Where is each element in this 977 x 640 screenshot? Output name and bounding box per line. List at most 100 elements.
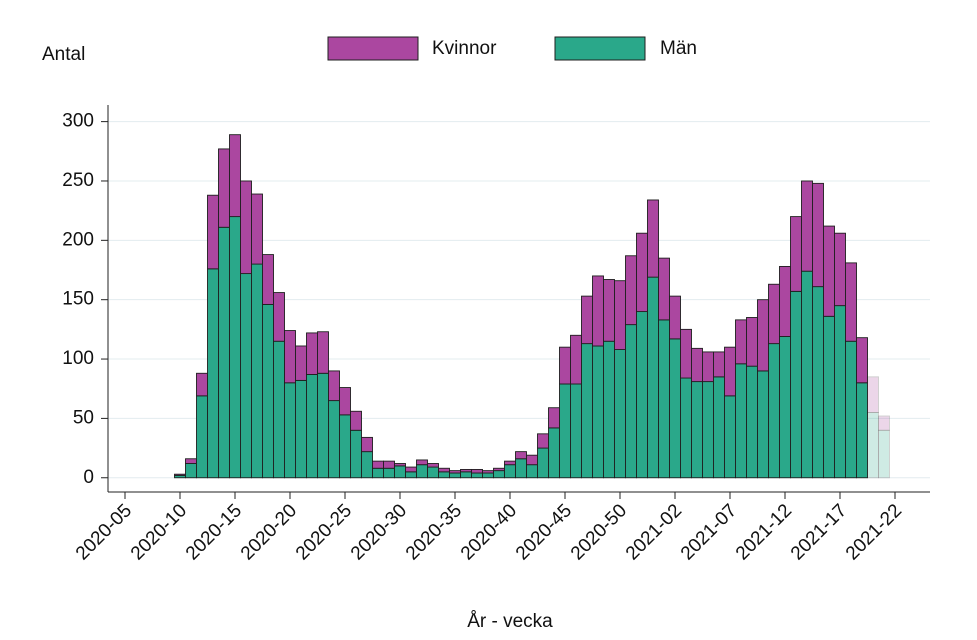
bar-segment — [361, 436, 373, 453]
bar-segment — [218, 226, 230, 479]
bar-segment — [240, 273, 252, 479]
bar-segment — [614, 349, 626, 479]
bar-segment — [317, 331, 329, 374]
bar-segment — [779, 336, 791, 479]
bar-segment — [460, 468, 472, 473]
bar-segment — [504, 464, 516, 479]
bar-segment — [515, 451, 527, 460]
x-tick-label: 2020-20 — [237, 500, 301, 564]
x-axis-label: År - vecka — [467, 611, 553, 632]
bar-segment — [647, 199, 659, 278]
bar-segment — [185, 463, 197, 479]
x-tick-label: 2020-25 — [292, 500, 356, 564]
y-tick-label: 250 — [62, 170, 94, 191]
bar-segment — [834, 232, 846, 307]
bar-segment — [306, 374, 318, 479]
bar-segment — [383, 460, 395, 469]
bar-segment — [691, 347, 703, 383]
bar-segment — [427, 466, 439, 479]
bar-segment — [493, 467, 505, 472]
bar-segment — [537, 447, 549, 479]
bar-segment — [856, 382, 868, 479]
bar-segment — [834, 305, 846, 479]
x-tick-label: 2021-22 — [842, 500, 906, 564]
bar-segment — [207, 194, 219, 270]
bar-segment — [669, 295, 681, 340]
bar-segment — [713, 351, 725, 378]
y-axis-label: Antal — [42, 44, 85, 65]
x-tick-label: 2020-15 — [182, 500, 246, 564]
bar-segment — [735, 363, 747, 479]
bar-segment — [647, 276, 659, 479]
bar-segment — [339, 387, 351, 416]
bar-segment — [207, 268, 219, 479]
bar-segment — [416, 459, 428, 466]
bar-segment — [438, 471, 450, 479]
bar-segment — [185, 458, 197, 464]
bar-segment — [240, 180, 252, 275]
bar-segment — [361, 451, 373, 479]
bar-segment — [603, 279, 615, 342]
bar-segment — [328, 400, 340, 479]
bar-segment — [394, 463, 406, 467]
bar-segment — [229, 134, 241, 218]
bar-segment — [735, 319, 747, 365]
legend-label: Män — [660, 38, 697, 59]
bar-segment — [746, 317, 758, 367]
bar-segment — [526, 464, 538, 479]
bar-segment — [328, 370, 340, 402]
bar-segment — [867, 376, 879, 413]
bar-segment — [625, 324, 637, 479]
bar-segment — [526, 454, 538, 466]
bar-segment — [262, 254, 274, 305]
x-tick-label: 2020-50 — [567, 500, 631, 564]
bar-segment — [196, 372, 208, 397]
bar-segment — [757, 370, 769, 479]
bar-segment — [713, 376, 725, 479]
x-tick-label: 2021-07 — [677, 500, 741, 564]
bar-segment — [493, 470, 505, 479]
bar-segment — [251, 193, 263, 265]
bar-segment — [845, 340, 857, 479]
bar-segment — [856, 337, 868, 384]
bar-segment — [625, 255, 637, 326]
bar-segment — [636, 311, 648, 479]
bar-segment — [724, 346, 736, 397]
bar-segment — [174, 473, 186, 476]
y-tick-label: 0 — [83, 467, 94, 488]
bar-segment — [372, 467, 384, 479]
x-tick-label: 2020-30 — [347, 500, 411, 564]
bar-segment — [471, 472, 483, 479]
bar-segment — [757, 299, 769, 372]
bar-segment — [636, 232, 648, 313]
bar-segment — [251, 263, 263, 479]
bar-segment — [812, 286, 824, 479]
bar-segment — [801, 270, 813, 479]
x-tick-label: 2020-35 — [402, 500, 466, 564]
bar-segment — [515, 458, 527, 479]
x-tick-label: 2020-40 — [457, 500, 521, 564]
bar-segment — [273, 340, 285, 479]
bar-segment — [306, 332, 318, 375]
bar-segment — [702, 351, 714, 383]
bar-segment — [658, 257, 670, 321]
bar-segment — [845, 262, 857, 342]
bar-segment — [262, 303, 274, 479]
bar-segment — [823, 225, 835, 317]
y-tick-label: 150 — [62, 289, 94, 310]
bar-segment — [559, 383, 571, 479]
bar-segment — [372, 460, 384, 469]
bar-segment — [680, 328, 692, 379]
bar-segment — [350, 410, 362, 431]
bar-segment — [669, 338, 681, 479]
bar-segment — [339, 414, 351, 479]
bar-segment — [427, 463, 439, 468]
bar-segment — [581, 295, 593, 345]
bar-segment — [449, 472, 461, 479]
bar-segment — [537, 433, 549, 449]
bar-segment — [592, 345, 604, 479]
x-tick-label: 2021-17 — [787, 500, 851, 564]
bar-segment — [218, 148, 230, 228]
legend-swatch — [327, 36, 419, 61]
